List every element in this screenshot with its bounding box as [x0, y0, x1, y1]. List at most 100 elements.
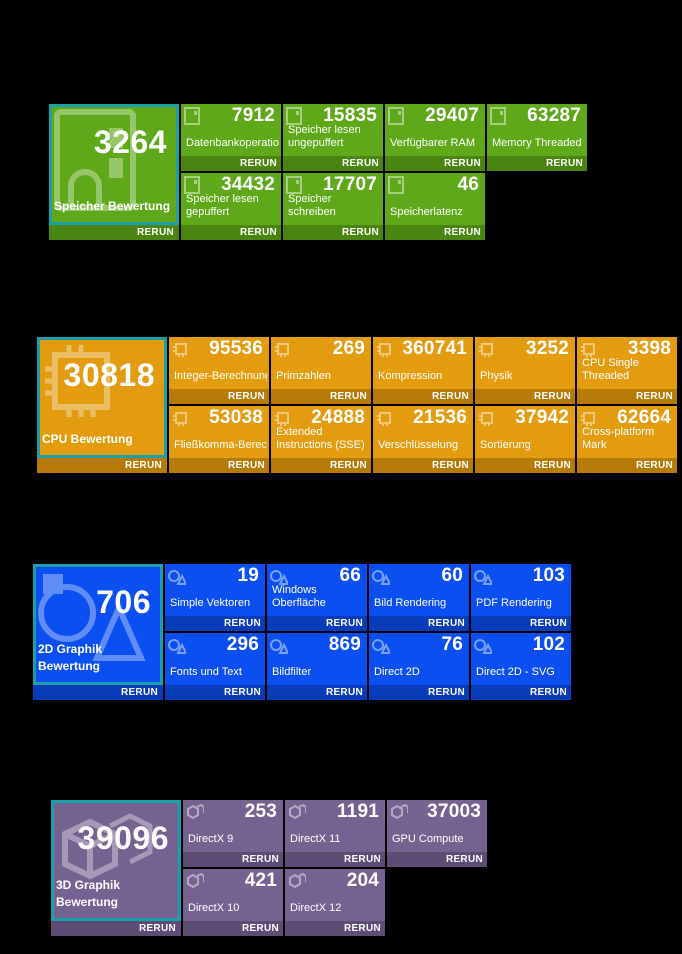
cpu-tile-integer[interactable]: 95536 Integer-Berechnungen RERUN [169, 337, 269, 404]
memory-tile-database[interactable]: 7912 Datenbankoperationen RERUN [181, 104, 281, 171]
cpu-tile-physics[interactable]: 3252 Physik RERUN [475, 337, 575, 404]
rerun-button[interactable]: RERUN [283, 156, 383, 171]
rerun-button[interactable]: RERUN [49, 225, 179, 240]
tile-value: 95536 [209, 338, 263, 359]
rerun-button[interactable]: RERUN [471, 616, 571, 631]
cpu-tile-single-threaded[interactable]: 3398 CPU Single Threaded RERUN [577, 337, 677, 404]
g3d-tile-directx12[interactable]: 204 DirectX 12 RERUN [285, 869, 385, 936]
rerun-button[interactable]: RERUN [183, 852, 283, 867]
tile-label: GPU Compute [392, 833, 464, 845]
rerun-button[interactable]: RERUN [577, 458, 677, 473]
g3d-tile-gpu-compute[interactable]: 37003 GPU Compute RERUN [387, 800, 487, 867]
cpu-tile-sse[interactable]: 24888 Extended Instructions (SSE) RERUN [271, 406, 371, 473]
rerun-button[interactable]: RERUN [271, 389, 371, 404]
tile-value: 253 [244, 801, 277, 822]
cpu-tile-floating-point[interactable]: 53038 Fließkomma-Berechnungen RERUN [169, 406, 269, 473]
rerun-button[interactable]: RERUN [271, 458, 371, 473]
rerun-button[interactable]: RERUN [373, 389, 473, 404]
rerun-button[interactable]: RERUN [285, 921, 385, 936]
rerun-button[interactable]: RERUN [373, 458, 473, 473]
rerun-button[interactable]: RERUN [267, 685, 367, 700]
tile-label: CPU Single Threaded [582, 357, 639, 382]
rerun-button[interactable]: RERUN [169, 389, 269, 404]
cpu-main-tile[interactable]: 30818 CPU Bewertung RERUN [37, 337, 167, 473]
memory-chip-icon [54, 109, 136, 211]
cpu-tile-cross-platform[interactable]: 62664 Cross-platform Mark RERUN [577, 406, 677, 473]
g2d-tile-simple-vectors[interactable]: 19 Simple Vektoren RERUN [165, 564, 265, 631]
tile-value: 15835 [323, 105, 377, 126]
tile-value: 296 [226, 634, 259, 655]
rerun-button[interactable]: RERUN [369, 685, 469, 700]
cpu-tile-compression[interactable]: 360741 Kompression RERUN [373, 337, 473, 404]
g2d-main-tile[interactable]: 706 2D Graphik Bewertung RERUN [33, 564, 163, 700]
rerun-button[interactable]: RERUN [33, 685, 163, 700]
rerun-button[interactable]: RERUN [385, 225, 485, 240]
memory-tile-latency[interactable]: 46 Speicherlatenz RERUN [385, 173, 485, 240]
cpu-tile-primes[interactable]: 269 Primzahlen RERUN [271, 337, 371, 404]
cpu-tile-sorting[interactable]: 37942 Sortierung RERUN [475, 406, 575, 473]
rerun-button[interactable]: RERUN [51, 921, 181, 936]
rerun-button[interactable]: RERUN [181, 156, 281, 171]
memory-tile-read-unbuffered[interactable]: 15835 Speicher lesen ungepuffert RERUN [283, 104, 383, 171]
tile-value: 204 [346, 870, 379, 891]
shapes-2d-icon [372, 570, 390, 585]
rerun-button[interactable]: RERUN [169, 458, 269, 473]
tile-value: 3398 [627, 338, 671, 359]
rerun-button[interactable]: RERUN [577, 389, 677, 404]
memory-tile-read-buffered[interactable]: 34432 Speicher lesen gepuffert RERUN [181, 173, 281, 240]
tile-label: Fonts und Text [170, 666, 242, 678]
rerun-button[interactable]: RERUN [165, 685, 265, 700]
tile-label: Direct 2D [374, 666, 420, 678]
memory-chip-icon [286, 107, 302, 125]
tile-value: 421 [244, 870, 277, 891]
cubes-3d-icon [187, 872, 204, 889]
g3d-tile-directx11[interactable]: 1191 DirectX 11 RERUN [285, 800, 385, 867]
rerun-button[interactable]: RERUN [181, 225, 281, 240]
g3d-main-tile[interactable]: 39096 3D Graphik Bewertung RERUN [51, 800, 181, 936]
rerun-button[interactable]: RERUN [387, 852, 487, 867]
g2d-tile-direct2d-svg[interactable]: 102 Direct 2D - SVG RERUN [471, 633, 571, 700]
g3d-tile-directx9[interactable]: 253 DirectX 9 RERUN [183, 800, 283, 867]
rerun-button[interactable]: RERUN [369, 616, 469, 631]
rerun-button[interactable]: RERUN [385, 156, 485, 171]
tile-label: Cross-platform Mark [582, 426, 655, 451]
memory-chip-icon [184, 107, 200, 125]
memory-tile-available-ram[interactable]: 29407 Verfügbarer RAM RERUN [385, 104, 485, 171]
cpu-tile-encryption[interactable]: 21536 Verschlüsselung RERUN [373, 406, 473, 473]
rerun-button[interactable]: RERUN [471, 685, 571, 700]
g2d-tile-windows-interface[interactable]: 66 Windows Oberfläche RERUN [267, 564, 367, 631]
rerun-button[interactable]: RERUN [267, 616, 367, 631]
tile-value: 63287 [527, 105, 581, 126]
memory-tile-threaded[interactable]: 63287 Memory Threaded RERUN [487, 104, 587, 171]
tile-value: 1191 [336, 801, 379, 822]
cpu-chip-icon [173, 412, 187, 426]
rerun-button[interactable]: RERUN [37, 458, 167, 473]
g2d-tile-image-filter[interactable]: 869 Bildfilter RERUN [267, 633, 367, 700]
rerun-button[interactable]: RERUN [475, 458, 575, 473]
rerun-button[interactable]: RERUN [283, 225, 383, 240]
shapes-2d-icon [474, 570, 492, 585]
rerun-button[interactable]: RERUN [487, 156, 587, 171]
g2d-score-label: 2D Graphik Bewertung [38, 642, 103, 673]
cubes-3d-icon [289, 803, 306, 820]
rerun-button[interactable]: RERUN [165, 616, 265, 631]
g3d-tile-directx10[interactable]: 421 DirectX 10 RERUN [183, 869, 283, 936]
tile-value: 34432 [221, 174, 275, 195]
memory-main-tile[interactable]: 3264 Speicher Bewertung RERUN [49, 104, 179, 240]
tile-label: Memory Threaded [492, 137, 582, 149]
g2d-tile-image-rendering[interactable]: 60 Bild Rendering RERUN [369, 564, 469, 631]
rerun-button[interactable]: RERUN [183, 921, 283, 936]
tile-label: Speicher lesen ungepuffert [288, 124, 361, 149]
memory-tile-write[interactable]: 17707 Speicher schreiben RERUN [283, 173, 383, 240]
memory-score: 3264 [93, 124, 167, 160]
g2d-tile-fonts-text[interactable]: 296 Fonts und Text RERUN [165, 633, 265, 700]
g2d-tile-pdf-rendering[interactable]: 103 PDF Rendering RERUN [471, 564, 571, 631]
memory-chip-icon [184, 176, 200, 194]
tile-value: 3252 [525, 338, 569, 359]
rerun-button[interactable]: RERUN [475, 389, 575, 404]
memory-chip-icon [388, 176, 404, 194]
rerun-button[interactable]: RERUN [285, 852, 385, 867]
tile-value: 17707 [323, 174, 377, 195]
cpu-chip-icon [275, 343, 289, 357]
g2d-tile-direct2d[interactable]: 76 Direct 2D RERUN [369, 633, 469, 700]
